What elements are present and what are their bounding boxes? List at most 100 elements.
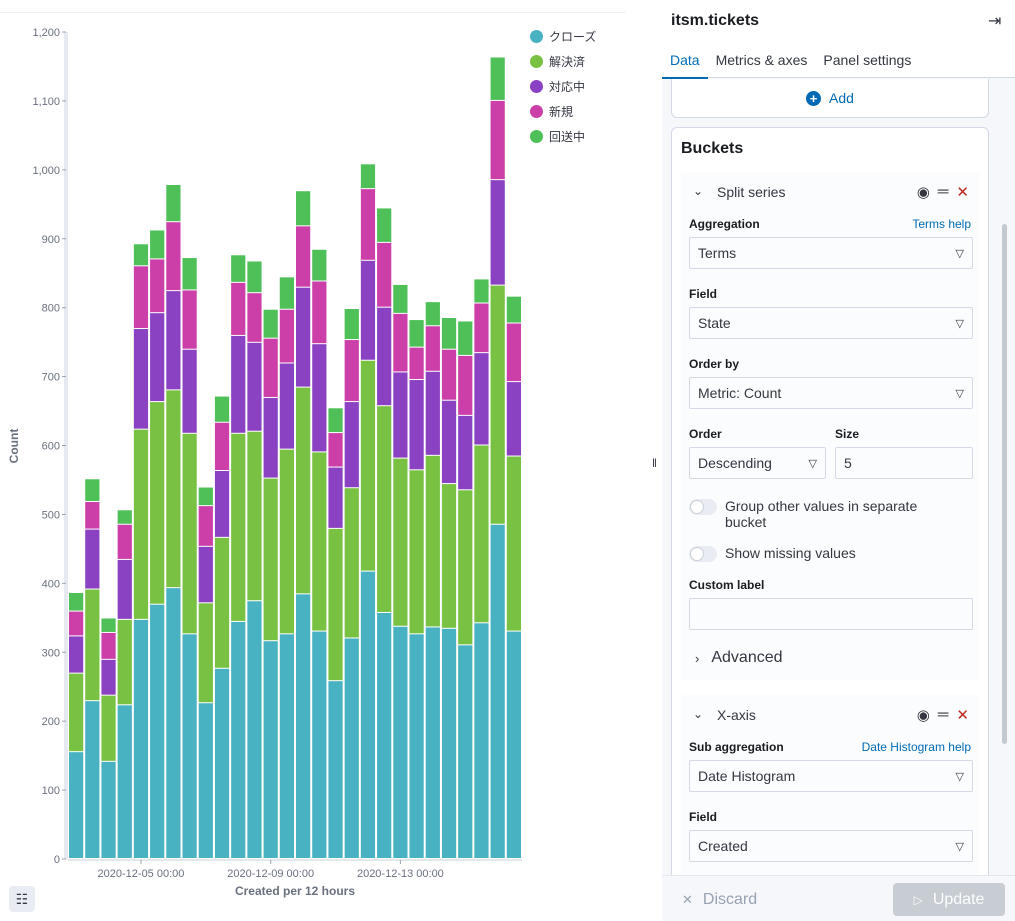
bar-segment xyxy=(312,344,327,452)
legend-item[interactable]: 新規 xyxy=(530,99,596,124)
aggregation-select[interactable]: Terms ▽ xyxy=(689,237,973,269)
bar-segment xyxy=(458,490,473,645)
bar-segment xyxy=(117,619,132,705)
x-axis-block: ⌄ X-axis ◉ ═ ✕ Sub aggregation Date Hist… xyxy=(681,695,979,875)
legend-toggle-button[interactable]: ☷ xyxy=(9,886,35,912)
bar-segment xyxy=(458,321,473,355)
bar-segment xyxy=(69,673,84,752)
bar-segment xyxy=(166,222,181,291)
sub-aggregation-select[interactable]: Date Histogram ▽ xyxy=(689,760,973,792)
size-input[interactable]: 5 xyxy=(835,447,973,479)
drag-handle-icon[interactable]: ═ xyxy=(937,706,949,723)
add-metric-button[interactable]: + Add xyxy=(671,79,989,118)
order-by-select[interactable]: Metric: Count ▽ xyxy=(689,377,973,409)
custom-label-input[interactable] xyxy=(689,598,973,630)
bar-segment xyxy=(182,349,197,433)
collapse-sidebar-icon[interactable]: ⇥ xyxy=(988,13,1002,30)
legend-item[interactable]: 解決済 xyxy=(530,49,596,74)
bar-segment xyxy=(474,623,489,858)
bar-segment xyxy=(247,431,262,601)
x-axis-header[interactable]: ⌄ X-axis ◉ ═ ✕ xyxy=(681,695,979,737)
bar-segment xyxy=(85,479,100,502)
custom-label-label: Custom label xyxy=(689,578,765,592)
chevron-down-icon[interactable]: ⌄ xyxy=(693,184,704,198)
bar-segment xyxy=(117,524,132,559)
bar-segment xyxy=(69,752,84,858)
chevron-down-icon: ▽ xyxy=(808,457,817,470)
update-label: Update xyxy=(932,890,985,908)
date-histogram-help-link[interactable]: Date Histogram help xyxy=(861,740,971,754)
bar-segment xyxy=(150,259,165,313)
bar-segment xyxy=(117,559,132,619)
bar-segment xyxy=(231,621,246,858)
group-other-toggle[interactable] xyxy=(689,499,717,515)
tab-data[interactable]: Data xyxy=(662,44,708,79)
bar-segment xyxy=(474,279,489,303)
tab-panel-settings[interactable]: Panel settings xyxy=(823,52,912,68)
bar-segment xyxy=(506,631,521,858)
eye-icon[interactable]: ◉ xyxy=(916,707,930,724)
bar-segment xyxy=(101,618,116,632)
bar-segment xyxy=(69,636,84,673)
y-tick-label: 700 xyxy=(42,372,60,384)
chevron-down-icon[interactable]: ⌄ xyxy=(693,707,704,721)
bar-segment xyxy=(166,390,181,588)
bar-segment xyxy=(328,433,343,467)
bar-segment xyxy=(312,281,327,344)
y-tick-label: 200 xyxy=(42,716,60,728)
bar-segment xyxy=(150,604,165,858)
x-axis-title: X-axis xyxy=(717,707,756,723)
bar-segment xyxy=(506,323,521,382)
bar-segment xyxy=(198,603,213,703)
remove-icon[interactable]: ✕ xyxy=(956,707,969,724)
legend-item[interactable]: 回送中 xyxy=(530,124,596,149)
bar-segment xyxy=(441,484,457,628)
y-axis-title: Count xyxy=(7,429,21,464)
editor-scroll-area[interactable]: + Add Buckets ⌄ Split series ◉ ═ ✕ Aggre… xyxy=(662,79,1015,875)
bar-segment xyxy=(279,277,294,309)
bar-segment xyxy=(214,470,230,537)
x-tick-label: 2020-12-05 00:00 xyxy=(98,868,185,880)
bar-segment xyxy=(490,180,505,285)
legend-swatch xyxy=(530,130,543,143)
bar-segment xyxy=(133,429,149,619)
bar-segment xyxy=(377,242,392,307)
bar-segment xyxy=(182,433,197,634)
bar-segment xyxy=(474,353,489,445)
drag-handle-icon[interactable]: ═ xyxy=(937,183,949,200)
remove-icon[interactable]: ✕ xyxy=(956,184,969,201)
resize-handle-icon[interactable]: ‖ xyxy=(652,456,657,470)
bar-segment xyxy=(182,634,197,858)
bar-segment xyxy=(393,284,408,313)
bar-segment xyxy=(490,524,505,858)
update-button[interactable]: ▷ Update xyxy=(893,883,1005,916)
advanced-toggle[interactable]: › Advanced xyxy=(695,649,783,667)
bar-segment xyxy=(101,632,116,659)
x-field-select[interactable]: Created ▽ xyxy=(689,830,973,862)
eye-icon[interactable]: ◉ xyxy=(916,184,930,201)
bar-segment xyxy=(506,456,521,631)
x-field-value: Created xyxy=(698,838,748,854)
bar-segment xyxy=(133,266,149,329)
order-select[interactable]: Descending ▽ xyxy=(689,447,826,479)
field-label: Field xyxy=(689,287,718,301)
discard-button[interactable]: ✕ Discard xyxy=(682,891,757,909)
bar-segment xyxy=(344,488,359,638)
field-select[interactable]: State ▽ xyxy=(689,307,973,339)
legend-item[interactable]: 対応中 xyxy=(530,74,596,99)
tab-metrics-axes[interactable]: Metrics & axes xyxy=(715,52,808,68)
bar-segment xyxy=(279,449,294,634)
show-missing-toggle[interactable] xyxy=(689,546,717,562)
bar-segment xyxy=(69,592,84,611)
legend-item[interactable]: クローズ xyxy=(530,24,596,49)
bar-segment xyxy=(85,502,100,529)
bar-segment xyxy=(425,302,440,326)
bar-segment xyxy=(231,255,246,282)
terms-help-link[interactable]: Terms help xyxy=(912,217,971,231)
sidebar-scrollbar[interactable] xyxy=(1002,224,1007,744)
y-tick-label: 400 xyxy=(42,578,60,590)
discard-label: Discard xyxy=(702,891,758,908)
chevron-down-icon: ▽ xyxy=(955,247,964,260)
split-series-header[interactable]: ⌄ Split series ◉ ═ ✕ xyxy=(681,172,979,214)
bar-segment xyxy=(458,415,473,490)
